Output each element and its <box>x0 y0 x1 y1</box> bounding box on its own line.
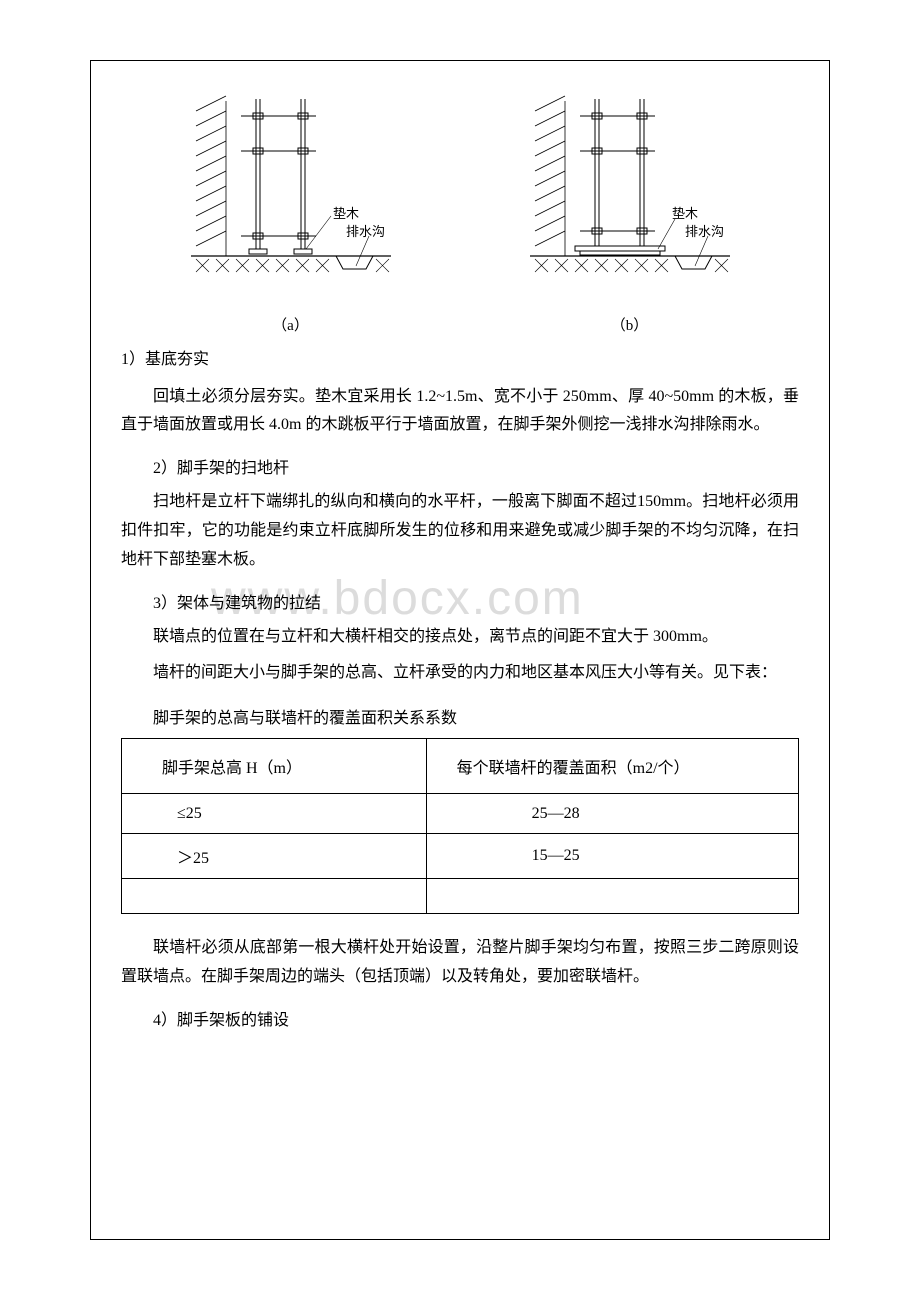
label-paishuigou-a: 排水沟 <box>346 224 385 239</box>
coverage-table: 脚手架总高 H（m） 每个联墙杆的覆盖面积（m2/个） ≤25 25—28 ＞2… <box>121 738 799 914</box>
section-3-para-1: 联墙点的位置在与立杆和大横杆相交的接点处，离节点的间距不宜大于 300mm。 <box>121 623 799 652</box>
label-dianmu-a: 垫木 <box>333 206 359 221</box>
page-frame: 垫木 排水沟 （a） <box>90 60 830 1240</box>
section-2-para: 扫地杆是立杆下端绑扎的纵向和横向的水平杆，一般离下脚面不超过150mm。扫地杆必… <box>121 488 799 574</box>
section-2-title: 2）脚手架的扫地杆 <box>121 454 799 478</box>
section-4-title: 4）脚手架板的铺设 <box>121 1006 799 1030</box>
table-cell: 15—25 <box>426 834 798 879</box>
diagram-a-caption: （a） <box>171 314 411 335</box>
table-empty-row <box>122 879 799 914</box>
section-3-title: 3）架体与建筑物的拉结 <box>121 589 799 613</box>
diagram-a: 垫木 排水沟 （a） <box>171 91 411 335</box>
scaffold-diagram-b: 垫木 排水沟 <box>510 91 750 301</box>
section-3-para-2: 墙杆的间距大小与脚手架的总高、立杆承受的内力和地区基本风压大小等有关。见下表： <box>121 659 799 688</box>
section-1-para: 回填土必须分层夯实。垫木宜采用长 1.2~1.5m、宽不小于 250mm、厚 4… <box>121 383 799 441</box>
label-paishuigou-b: 排水沟 <box>685 224 724 239</box>
table-row: ＞25 15—25 <box>122 834 799 879</box>
section-3-para-3: 联墙杆必须从底部第一根大横杆处开始设置，沿整片脚手架均匀布置，按照三步二跨原则设… <box>121 934 799 992</box>
table-header-row: 脚手架总高 H（m） 每个联墙杆的覆盖面积（m2/个） <box>122 739 799 794</box>
diagram-b-caption: （b） <box>510 314 750 335</box>
scaffold-diagram-a: 垫木 排水沟 <box>171 91 411 301</box>
table-header-2: 每个联墙杆的覆盖面积（m2/个） <box>426 739 798 794</box>
table-cell: ＞25 <box>122 834 427 879</box>
label-dianmu-b: 垫木 <box>672 206 698 221</box>
table-cell: 25—28 <box>426 794 798 834</box>
table-header-1: 脚手架总高 H（m） <box>122 739 427 794</box>
table-cell-empty <box>426 879 798 914</box>
table-cell: ≤25 <box>122 794 427 834</box>
diagram-b: 垫木 排水沟 （b） <box>510 91 750 335</box>
table-row: ≤25 25—28 <box>122 794 799 834</box>
table-caption: 脚手架的总高与联墙杆的覆盖面积关系系数 <box>121 704 799 728</box>
section-1-title: 1）基底夯实 <box>121 347 799 373</box>
diagram-row: 垫木 排水沟 （a） <box>121 91 799 335</box>
table-cell-empty <box>122 879 427 914</box>
